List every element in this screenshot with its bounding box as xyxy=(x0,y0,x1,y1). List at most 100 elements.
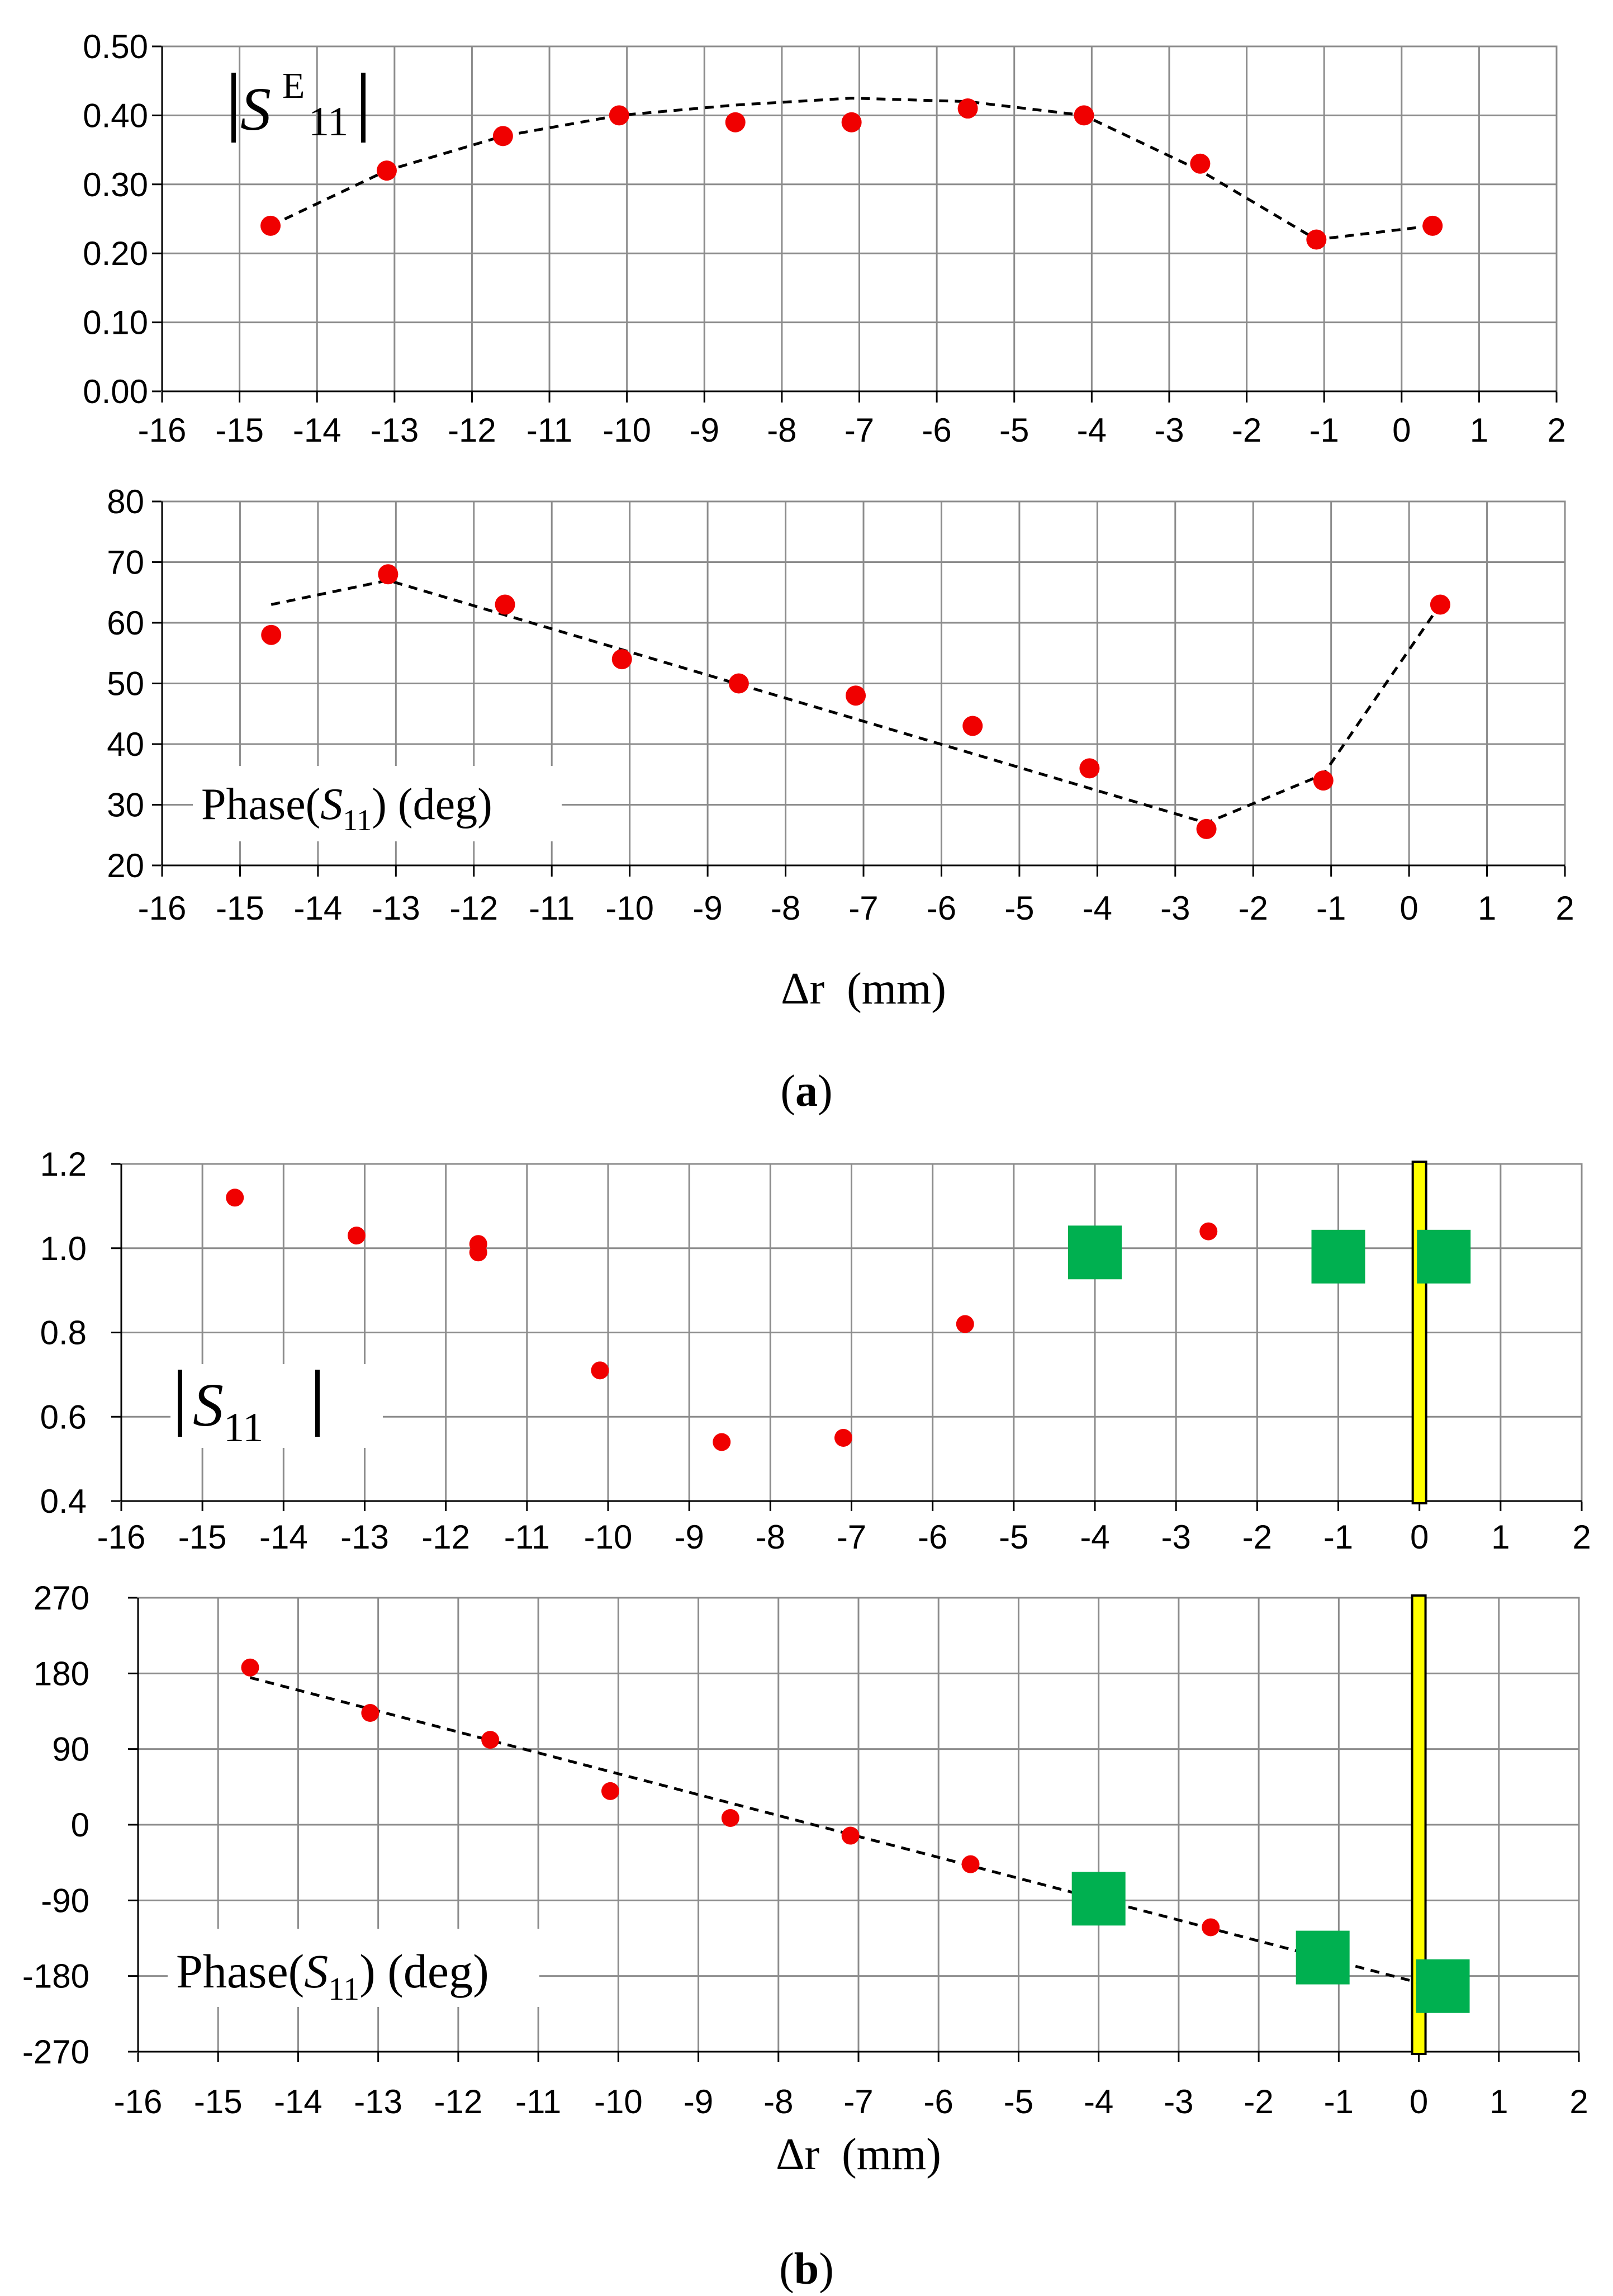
x-tick-label: -4 xyxy=(1077,411,1107,449)
x-tick-label: 2 xyxy=(1547,411,1565,449)
x-tick-label: -6 xyxy=(922,411,951,449)
y-tick-label: 30 xyxy=(107,787,144,824)
y-tick-label: 0.10 xyxy=(83,304,148,342)
data-point xyxy=(721,1809,739,1827)
data-point xyxy=(834,1428,852,1447)
x-tick-label: -10 xyxy=(605,889,654,927)
x-tick-label: -2 xyxy=(1244,2083,1273,2120)
y-tick-label: -90 xyxy=(41,1882,89,1919)
x-tick-label: -12 xyxy=(434,2083,483,2120)
x-tick-label: -8 xyxy=(763,2083,793,2120)
label-a-bottom-bg xyxy=(193,766,562,841)
panel-b-phase: -16 -15 -14 -13 -12 -11 -10 -9 -8 -7 -6 -5 -4 -3 -2 -1 0… xyxy=(22,1579,1588,2179)
label-b-bottom: Phase(S11) (deg) xyxy=(176,1944,489,2007)
label-a-top-sub: 11 xyxy=(309,99,348,145)
data-point xyxy=(961,1855,980,1873)
y-tick-label: -180 xyxy=(22,1958,89,1995)
x-tick-label: 0 xyxy=(1392,411,1411,449)
y-tick-label: 0.40 xyxy=(83,97,148,134)
x-tick-label: -4 xyxy=(1084,2083,1113,2120)
y-tick-label: 1.2 xyxy=(40,1145,87,1183)
y-tick-label: 40 xyxy=(107,726,144,763)
x-tick-label: -14 xyxy=(274,2083,322,2120)
y-tick-label: 0.20 xyxy=(83,235,148,272)
x-tick-label: -6 xyxy=(924,2083,953,2120)
x-tick-label: -15 xyxy=(216,889,264,927)
x-tick-label: -2 xyxy=(1232,411,1261,449)
x-tick-label: -8 xyxy=(756,1518,785,1556)
x-tick-label: -11 xyxy=(504,1518,550,1556)
y-tick-label: 50 xyxy=(107,665,144,703)
data-point xyxy=(481,1731,500,1749)
y-tick-label: -270 xyxy=(22,2033,89,2071)
x-tick-label: -13 xyxy=(340,1518,389,1556)
x-tick-label: -5 xyxy=(1004,2083,1033,2120)
square-marker xyxy=(1071,1872,1126,1926)
x-tick-label: -12 xyxy=(449,889,498,927)
square-marker xyxy=(1296,1930,1350,1985)
x-tick-label: 0 xyxy=(1399,889,1418,927)
x-tick-label: -15 xyxy=(178,1518,227,1556)
x-tick-label: -4 xyxy=(1080,1518,1109,1556)
panel-a-phase: -16 -15 -14 -13 -12 -11 -10 -9 -8 -7 -6 -5 -4 -3 -2 -1 0… xyxy=(107,483,1574,1014)
data-point xyxy=(347,1227,366,1245)
x-tick-label: -16 xyxy=(97,1518,146,1556)
x-tick-label: -2 xyxy=(1242,1518,1272,1556)
data-point xyxy=(846,685,866,706)
y-tick-label: 0.30 xyxy=(83,166,148,203)
x-tick-label: -8 xyxy=(767,411,796,449)
label-a-top-E: E xyxy=(282,65,305,106)
data-point xyxy=(261,624,282,645)
x-tick-label: -3 xyxy=(1160,889,1190,927)
zero-marker-bar xyxy=(1411,1161,1427,1504)
x-tick-label: -1 xyxy=(1324,2083,1354,2120)
x-tick-label: 2 xyxy=(1555,889,1574,927)
x-tick-label: 0 xyxy=(1410,1518,1429,1556)
x-tick-label: -5 xyxy=(1004,889,1034,927)
data-point xyxy=(601,1782,620,1800)
x-tick-label: -7 xyxy=(845,411,874,449)
y-tick-label: 0.6 xyxy=(40,1398,87,1436)
data-point xyxy=(591,1361,609,1380)
label-b-bottom-bg xyxy=(168,1929,539,2007)
x-tick-label: -10 xyxy=(594,2083,643,2120)
x-tick-label: -7 xyxy=(848,889,878,927)
x-tick-label: -5 xyxy=(999,1518,1028,1556)
x-tick-label: -15 xyxy=(215,411,264,449)
square-marker xyxy=(1068,1225,1122,1280)
x-tick-label: -3 xyxy=(1154,411,1184,449)
x-tick-label: -10 xyxy=(584,1518,633,1556)
x-tick-label: -1 xyxy=(1309,411,1339,449)
x-tick-label: -11 xyxy=(529,889,575,927)
y-tick-label: 70 xyxy=(107,544,144,581)
x-tick-label: 2 xyxy=(1572,1518,1591,1556)
x-tick-label: -1 xyxy=(1323,1518,1353,1556)
x-tick-label: -8 xyxy=(771,889,800,927)
y-tick-label: 270 xyxy=(34,1579,89,1617)
data-point xyxy=(1202,1918,1220,1937)
data-point xyxy=(226,1189,244,1207)
x-tick-label: -6 xyxy=(927,889,956,927)
x-tick-label: -9 xyxy=(684,2083,713,2120)
label-a-bottom: Phase(S11) (deg) xyxy=(201,780,492,837)
x-tick-label: -16 xyxy=(138,889,187,927)
y-tick-label: 20 xyxy=(107,847,144,884)
data-point xyxy=(1079,758,1100,779)
x-tick-label: 1 xyxy=(1489,2083,1508,2120)
data-point xyxy=(1306,229,1327,250)
x-axis-title: Δr (mm) xyxy=(776,2130,941,2179)
panel-a-magnitude: -16 -15 -14 -13 -12 -11 -10 -9 -8 -7 -6 -5 -4 -3 -2 -1 0… xyxy=(83,28,1565,449)
x-tick-label: -16 xyxy=(138,411,187,449)
x-tick-label: -13 xyxy=(372,889,420,927)
data-point xyxy=(1430,594,1450,615)
x-tick-label: -13 xyxy=(354,2083,402,2120)
x-tick-label: -5 xyxy=(999,411,1029,449)
caption-b: (b) xyxy=(779,2245,834,2294)
x-tick-label: -12 xyxy=(421,1518,470,1556)
square-marker xyxy=(1417,1229,1471,1284)
x-tick-label: -16 xyxy=(114,2083,163,2120)
x-tick-label: -3 xyxy=(1161,1518,1190,1556)
x-tick-label: -11 xyxy=(515,2083,561,2120)
x-tick-label: -15 xyxy=(194,2083,243,2120)
